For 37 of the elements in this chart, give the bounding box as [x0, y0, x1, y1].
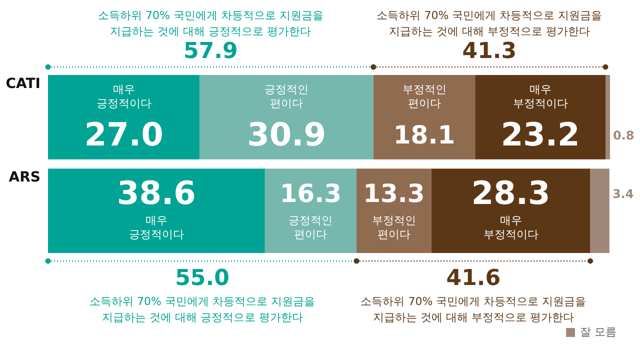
- data-label: 38.6: [116, 174, 196, 212]
- text: 부정적인 편이다: [372, 214, 416, 241]
- data-label: 30.9: [247, 116, 326, 154]
- bar: [475, 75, 606, 160]
- text: 매우 긍정적이다: [128, 214, 184, 241]
- bar: [48, 75, 200, 160]
- y-tick-label: ARS: [8, 170, 40, 186]
- data-label: 18.1: [393, 120, 456, 150]
- legend-label: 잘 모름: [580, 326, 616, 338]
- annotation: 소득하위 70% 국민에게 차등적으로 지원금을 지급하는 것에 대해 부정적으로 평가한다: [376, 9, 602, 38]
- series-label: 매우 부정적이다: [512, 83, 568, 110]
- data-label: 16.3: [280, 178, 342, 208]
- data-label: 27.0: [84, 116, 164, 154]
- annotation: 57.9: [184, 39, 238, 64]
- data-label: 13.3: [363, 178, 425, 208]
- bar: [200, 75, 374, 160]
- bar: [373, 75, 476, 160]
- text: 소득하위 70% 국민에게 차등적으로 지원금을 지급하는 것에 대해 부정적으로 평가한다: [360, 295, 586, 324]
- series-label: 매우 긍정적이다: [96, 83, 152, 110]
- annotation: 소득하위 70% 국민에게 차등적으로 지원금을 지급하는 것에 대해 긍정적으로 평가한다: [98, 9, 324, 38]
- text: 55.0: [175, 266, 230, 291]
- text: 소득하위 70% 국민에게 차등적으로 지원금을 지급하는 것에 대해 긍정적으로 평가한다: [90, 295, 315, 324]
- data-label: 0.8: [613, 128, 634, 143]
- data-label: 3.4: [612, 186, 634, 201]
- text: 긍정적인 편이다: [288, 214, 333, 241]
- text: 41.6: [446, 266, 501, 291]
- bar: [606, 75, 610, 160]
- text: 매우 부정적이다: [483, 214, 538, 241]
- bar: [48, 168, 265, 253]
- y-tick-label: CATI: [6, 76, 40, 92]
- bar: [590, 168, 610, 253]
- series-label: 긍정적인 편이다: [264, 83, 309, 110]
- data-label: 23.2: [500, 116, 580, 154]
- data-label: 28.3: [471, 174, 550, 212]
- annotation: 41.3: [462, 39, 517, 64]
- series-label: 부정적인 편이다: [402, 83, 446, 110]
- bar: [431, 168, 590, 253]
